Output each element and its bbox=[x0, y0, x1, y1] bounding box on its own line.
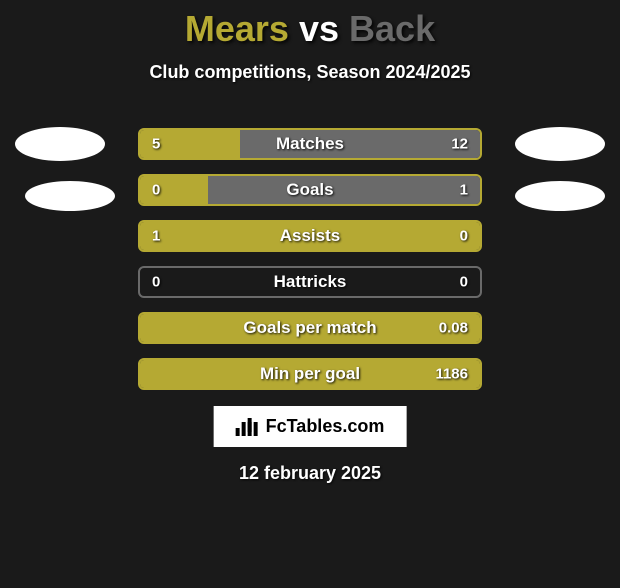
stat-value-right: 0.08 bbox=[439, 320, 468, 337]
stat-label: Goals per match bbox=[140, 318, 480, 338]
stat-label: Goals bbox=[140, 180, 480, 200]
player-left-name: Mears bbox=[185, 8, 289, 49]
stat-value-left: 1 bbox=[152, 228, 160, 245]
player-right-avatar-placeholder bbox=[515, 127, 605, 161]
player-left-avatar-placeholder bbox=[15, 127, 105, 161]
player-right-name: Back bbox=[349, 8, 435, 49]
stat-bar: Goals per match0.08 bbox=[138, 312, 482, 344]
stat-bar: Assists1 0 bbox=[138, 220, 482, 252]
stat-bar: Matches5 12 bbox=[138, 128, 482, 160]
stat-label: Hattricks bbox=[140, 272, 480, 292]
stat-value-left: 0 bbox=[152, 274, 160, 291]
stat-bar: Min per goal1186 bbox=[138, 358, 482, 390]
stat-value-right: 0 bbox=[460, 274, 468, 291]
stat-value-right: 12 bbox=[451, 136, 468, 153]
team-left-badge-placeholder bbox=[25, 181, 115, 211]
vs-separator: vs bbox=[299, 8, 339, 49]
brand-text: FcTables.com bbox=[266, 416, 385, 437]
footer-date: 12 february 2025 bbox=[0, 463, 620, 484]
comparison-title: Mears vs Back bbox=[0, 8, 620, 50]
team-right-badge-placeholder bbox=[515, 181, 605, 211]
stat-value-left: 0 bbox=[152, 182, 160, 199]
stat-label: Assists bbox=[140, 226, 480, 246]
stat-label: Matches bbox=[140, 134, 480, 154]
stat-label: Min per goal bbox=[140, 364, 480, 384]
subtitle: Club competitions, Season 2024/2025 bbox=[0, 62, 620, 83]
stat-value-right: 1 bbox=[460, 182, 468, 199]
stat-bar: Goals0 1 bbox=[138, 174, 482, 206]
stat-value-right: 0 bbox=[460, 228, 468, 245]
stat-value-left: 5 bbox=[152, 136, 160, 153]
stat-value-right: 1186 bbox=[435, 366, 468, 383]
stats-bars: Matches512Goals01Assists10Hattricks00Goa… bbox=[138, 128, 482, 404]
brand-badge: FcTables.com bbox=[214, 406, 407, 447]
chart-icon bbox=[236, 418, 258, 436]
stat-bar: Hattricks0 0 bbox=[138, 266, 482, 298]
